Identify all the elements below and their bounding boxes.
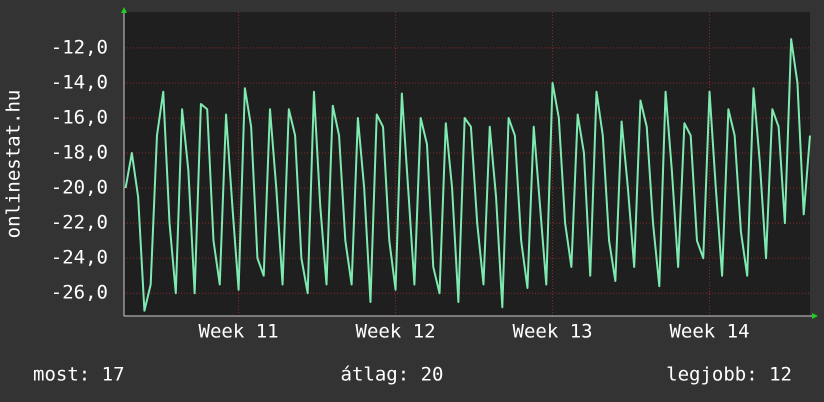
- summary-average: átlag: 20: [341, 364, 444, 386]
- x-tick-label: Week 12: [356, 321, 436, 343]
- y-tick-label: -16,0: [51, 107, 108, 129]
- x-tick-label: Week 13: [513, 321, 593, 343]
- x-tick-label: Week 11: [199, 321, 279, 343]
- axis-arrow: [121, 7, 127, 13]
- y-tick-label: -24,0: [51, 247, 108, 269]
- y-tick-label: -20,0: [51, 177, 108, 199]
- summary-current: most: 17: [33, 364, 125, 386]
- x-tick-label: Week 14: [669, 321, 749, 343]
- y-axis-label: onlinestat.hu: [3, 90, 25, 239]
- summary-best: legjobb: 12: [666, 364, 792, 386]
- y-tick-label: -18,0: [51, 142, 108, 164]
- plot-area: [124, 12, 810, 316]
- y-tick-label: -12,0: [51, 36, 108, 58]
- y-tick-label: -22,0: [51, 212, 108, 234]
- y-tick-label: -26,0: [51, 282, 108, 304]
- y-tick-label: -14,0: [51, 71, 108, 93]
- data-line: [124, 38, 811, 312]
- axis-arrow: [812, 313, 818, 319]
